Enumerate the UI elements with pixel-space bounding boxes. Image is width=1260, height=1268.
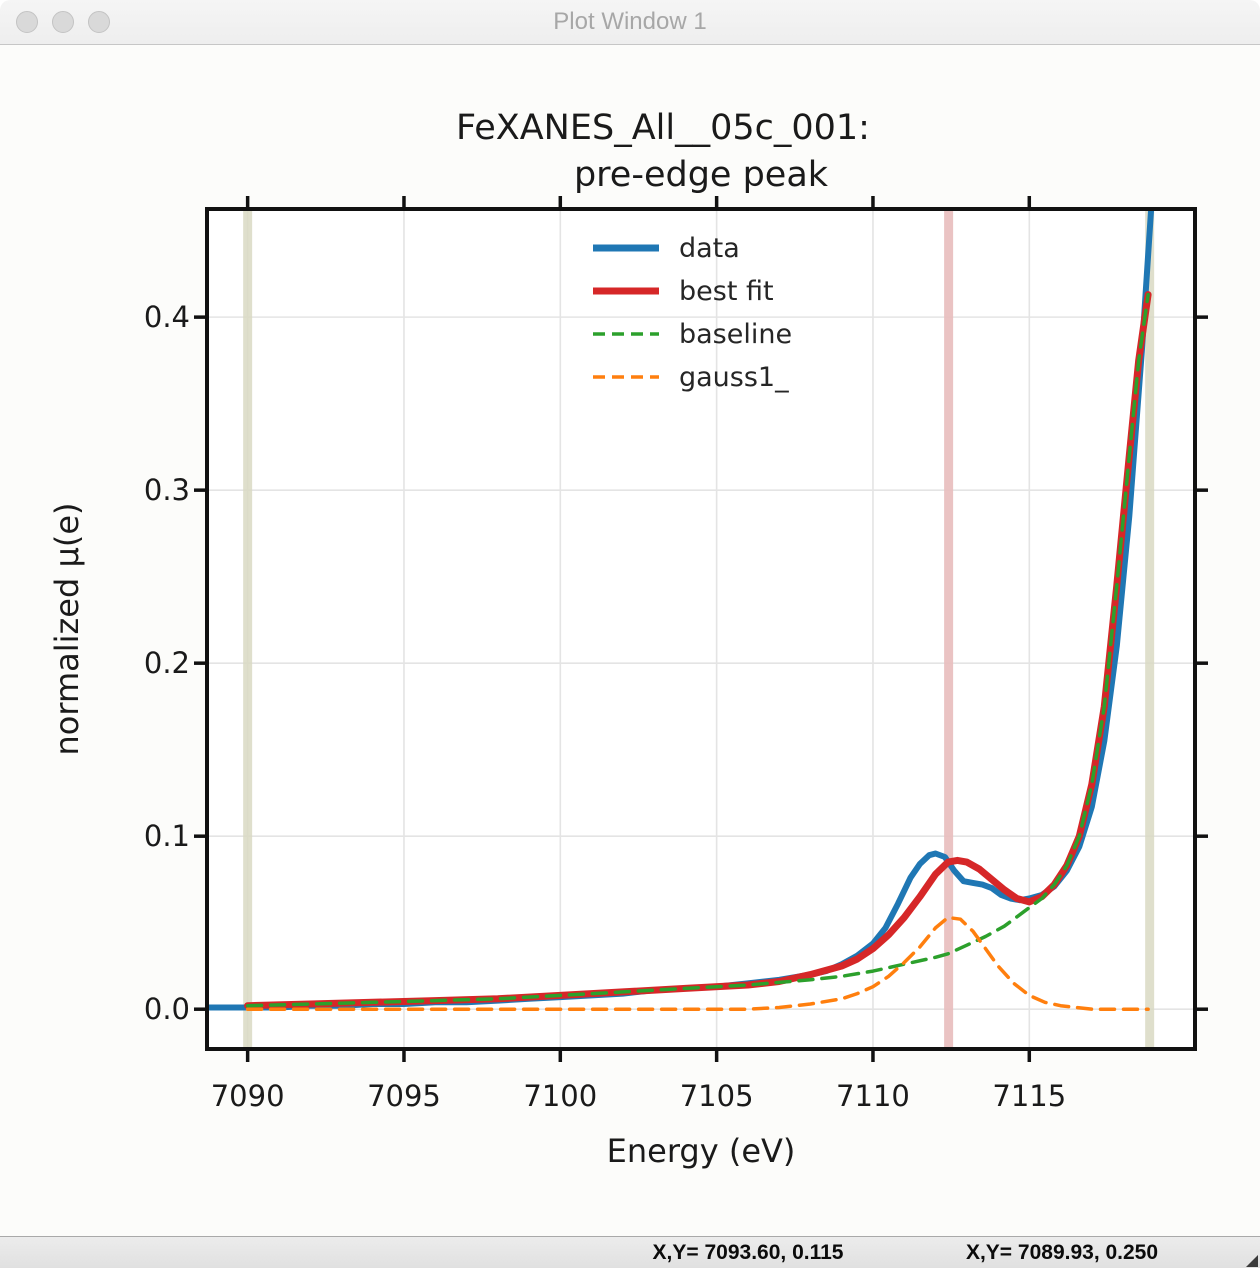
zoom-button[interactable] — [88, 11, 110, 33]
x-tick-label: 7095 — [367, 1079, 441, 1113]
series-baseline-line — [245, 292, 1150, 1008]
y-tick-label: 0.3 — [144, 473, 190, 507]
y-tick-label: 0.2 — [144, 646, 190, 680]
legend-label-best-fit: best fit — [679, 276, 774, 307]
x-tick-label: 7105 — [680, 1079, 754, 1113]
statusbar-xy-readout-2: X,Y= 7089.93, 0.250 — [965, 1241, 1159, 1264]
x-tick-label: 7100 — [523, 1079, 597, 1113]
window-titlebar[interactable]: Plot Window 1 — [0, 0, 1260, 45]
marker-band-peak-centroid — [944, 209, 954, 1049]
marker-band-fit-range-low — [243, 209, 253, 1049]
series-gauss1_-line — [245, 915, 1150, 1011]
legend-label-data: data — [679, 233, 740, 264]
x-axis-label: Energy (eV) — [607, 1132, 796, 1170]
chart-title-line1: FeXANES_All__05c_001: — [456, 108, 870, 148]
legend-label-gauss1_: gauss1_ — [679, 362, 789, 393]
y-tick-label: 0.0 — [144, 992, 190, 1026]
window-title: Plot Window 1 — [553, 8, 707, 35]
chart-title-line2: pre-edge peak — [574, 155, 829, 195]
x-tick-label: 7090 — [211, 1079, 285, 1113]
marker-band-fit-range-high — [1145, 209, 1155, 1049]
y-tick-label: 0.1 — [144, 819, 190, 853]
x-tick-label: 7115 — [992, 1079, 1066, 1113]
legend-label-baseline: baseline — [679, 319, 792, 350]
close-button[interactable] — [16, 11, 38, 33]
minimize-button[interactable] — [52, 11, 74, 33]
resize-grip-icon[interactable] — [1246, 1255, 1258, 1267]
axes-background — [207, 209, 1195, 1049]
y-axis-label: normalized μ(e) — [48, 503, 86, 756]
axes-frame — [205, 207, 1197, 1051]
x-tick-label: 7110 — [836, 1079, 910, 1113]
statusbar-xy-readout-1: X,Y= 7093.60, 0.115 — [652, 1241, 844, 1264]
y-tick-label: 0.4 — [144, 300, 190, 334]
statusbar: X,Y= 7093.60, 0.115 X,Y= 7089.93, 0.250 — [0, 1236, 1260, 1268]
